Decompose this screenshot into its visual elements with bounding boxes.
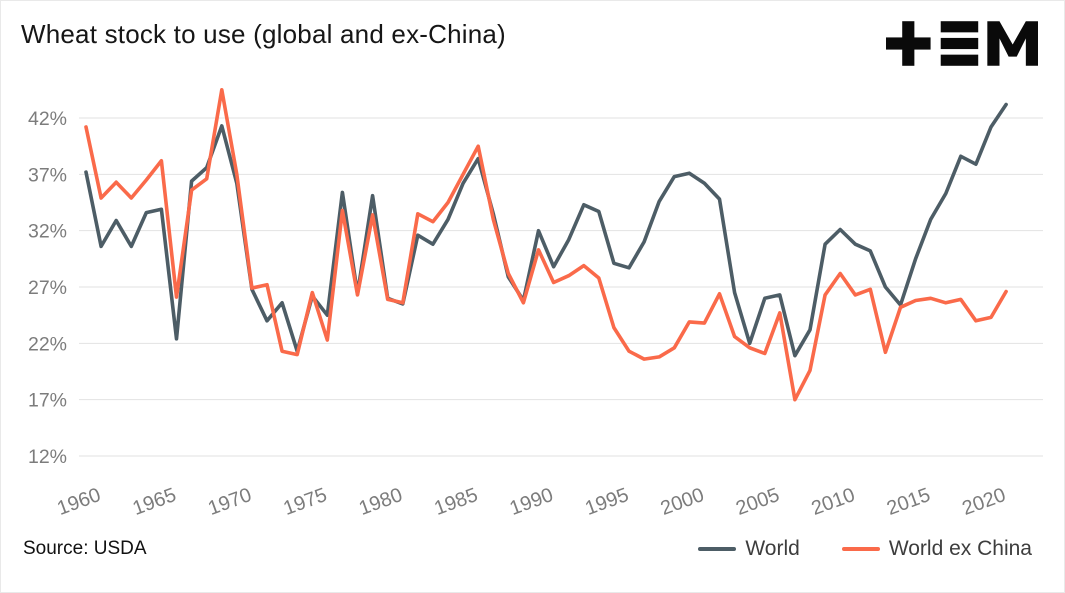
x-axis-label: 2015	[884, 484, 933, 519]
tem-logo	[886, 21, 1038, 66]
series-world-line	[84, 102, 1008, 358]
series-world-ex-china-line	[84, 87, 1008, 402]
x-axis-label: 1960	[54, 484, 103, 519]
x-axis-label: 2000	[658, 484, 707, 519]
legend-item-world-ex-china: World ex China	[841, 537, 1032, 561]
logo-bars-icon	[940, 21, 979, 33]
legend-label-world-ex-china: World ex China	[888, 537, 1032, 560]
x-axis-label: 2010	[809, 484, 858, 519]
legend: World World ex China	[698, 537, 1032, 561]
line-chart: 12% 17% 22% 27% 32% 37% 42% 1960 1965 1970 1975 198…	[28, 87, 1043, 519]
y-axis-label: 42%	[28, 108, 67, 130]
x-axis-label: 1990	[507, 484, 556, 519]
page-title: Wheat stock to use (global and ex-China)	[21, 19, 506, 49]
x-axis-label: 1970	[205, 484, 254, 519]
legend-label-world: World	[745, 537, 800, 560]
x-axis-label: 2020	[959, 484, 1008, 519]
y-axis-label: 37%	[28, 164, 67, 186]
x-axis-label: 1995	[582, 484, 631, 519]
x-axis-label: 1975	[281, 484, 330, 519]
x-axis-label: 1985	[431, 484, 480, 519]
x-axis-label: 1980	[356, 484, 405, 519]
legend-swatch-world-ex-china	[841, 547, 880, 551]
y-axis-label: 32%	[28, 221, 67, 243]
x-axis-label: 2005	[733, 484, 782, 519]
legend-item-world: World	[698, 537, 800, 561]
source-label: Source: USDA	[23, 538, 147, 559]
y-axis-label: 17%	[28, 390, 67, 412]
chart-footer: Source: USDA World World ex China	[23, 537, 1032, 561]
y-axis-label: 27%	[28, 277, 67, 299]
y-axis-label: 12%	[28, 446, 67, 468]
x-axis-label: 1965	[130, 484, 179, 519]
y-axis-label: 22%	[28, 333, 67, 355]
legend-swatch-world	[698, 547, 737, 551]
logo-m-icon	[987, 21, 1038, 66]
